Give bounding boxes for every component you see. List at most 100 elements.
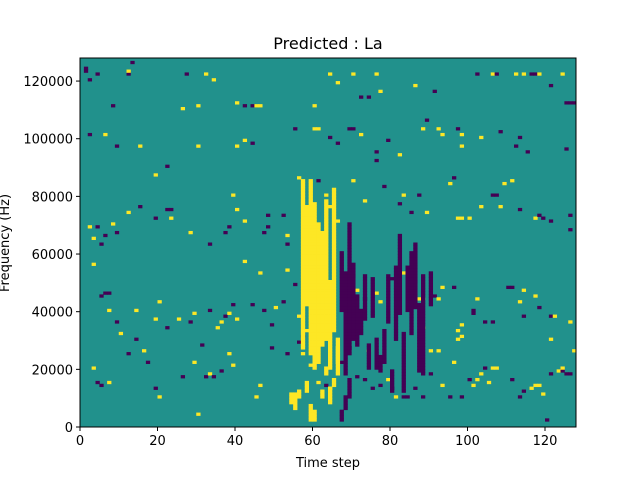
heatmap-cell — [300, 314, 306, 318]
heatmap-cell — [328, 337, 333, 341]
heatmap-cell — [378, 363, 383, 367]
heatmap-cell — [343, 317, 348, 321]
heatmap-cell — [308, 337, 313, 341]
heatmap-cell — [339, 291, 344, 295]
heatmap-cell — [300, 331, 306, 336]
heatmap-cell — [87, 132, 93, 137]
heatmap-cell — [409, 288, 414, 292]
heatmap-cell — [304, 303, 310, 307]
heatmap-cell — [401, 383, 406, 388]
heatmap-cell — [300, 179, 306, 183]
heatmap-cell — [413, 300, 418, 304]
heatmap-cell — [153, 386, 158, 390]
heatmap-cell — [312, 314, 317, 318]
heatmap-cell — [405, 271, 410, 275]
heatmap-cell — [347, 377, 352, 382]
heatmap-cell — [343, 340, 348, 344]
heatmap-cell — [378, 357, 383, 362]
heatmap-cell — [386, 317, 391, 321]
heatmap-cell — [397, 268, 403, 272]
heatmap-cell — [393, 294, 399, 298]
heatmap-cell — [521, 314, 527, 318]
heatmap-cell — [316, 308, 321, 313]
heatmap-cell — [324, 308, 329, 313]
heatmap-cell — [312, 274, 317, 278]
heatmap-cell — [440, 285, 445, 290]
heatmap-cell — [304, 383, 310, 388]
heatmap-cell — [328, 288, 333, 292]
heatmap-cell — [537, 383, 542, 388]
heatmap-cell — [370, 288, 375, 292]
heatmap-cell — [331, 297, 337, 301]
heatmap-cell — [304, 271, 310, 275]
heatmap-cell — [517, 300, 523, 304]
heatmap-cell — [362, 285, 368, 290]
heatmap-cell — [347, 245, 352, 249]
heatmap-cell — [471, 383, 476, 388]
heatmap-cell — [312, 216, 317, 220]
heatmap-cell — [409, 291, 414, 295]
heatmap-cell — [409, 251, 414, 255]
heatmap-cell — [393, 331, 399, 336]
heatmap-cell — [366, 95, 372, 99]
heatmap-cell — [382, 334, 387, 339]
heatmap-cell — [459, 144, 465, 148]
heatmap-cell — [316, 349, 321, 353]
heatmap-cell — [312, 334, 317, 339]
heatmap-cell — [308, 236, 313, 241]
heatmap-cell — [355, 288, 360, 292]
heatmap-cell — [521, 389, 527, 393]
heatmap-cell — [196, 412, 201, 416]
heatmap-cell — [355, 303, 360, 307]
heatmap-cell — [351, 277, 356, 281]
heatmap-cell — [362, 311, 368, 315]
heatmap-cell — [401, 271, 406, 275]
heatmap-cell — [517, 395, 523, 399]
y-tick-label: 60000 — [32, 248, 73, 263]
heatmap-cell — [331, 265, 337, 269]
heatmap-cell — [328, 331, 333, 336]
heatmap-cell — [316, 303, 321, 307]
heatmap-cell — [413, 245, 418, 249]
heatmap-cell — [176, 317, 182, 321]
heatmap-cell — [207, 372, 213, 376]
heatmap-cell — [215, 326, 220, 330]
heatmap-cell — [300, 271, 306, 275]
heatmap-cell — [351, 308, 356, 313]
heatmap-cell — [304, 213, 310, 217]
heatmap-cell — [417, 331, 422, 336]
heatmap-cell — [506, 285, 511, 290]
heatmap-cell — [285, 242, 290, 246]
heatmap-cell — [312, 213, 317, 217]
heatmap-cell — [153, 173, 158, 177]
heatmap-cell — [366, 352, 372, 356]
heatmap-cell — [343, 406, 348, 411]
heatmap-cell — [366, 354, 372, 359]
heatmap-cell — [300, 251, 306, 255]
heatmap-cell — [529, 72, 534, 76]
heatmap-cell — [316, 256, 321, 261]
heatmap-cell — [339, 259, 344, 264]
heatmap-cell — [421, 334, 426, 339]
heatmap-cell — [428, 271, 434, 275]
heatmap-cell — [560, 369, 565, 373]
x-axis: 0 20 40 60 80 100 120 — [76, 427, 557, 449]
heatmap-cell — [343, 363, 348, 367]
heatmap-cell — [347, 395, 352, 399]
heatmap-cell — [308, 415, 313, 419]
heatmap-cell — [351, 314, 356, 318]
heatmap-cell — [370, 300, 375, 304]
heatmap-cell — [312, 294, 317, 298]
heatmap-cell — [308, 282, 313, 287]
heatmap-cell — [428, 279, 434, 284]
heatmap-cell — [405, 303, 410, 307]
heatmap-cell — [308, 340, 313, 344]
heatmap-cell — [126, 352, 131, 356]
heatmap-cell — [331, 225, 337, 229]
heatmap-cell — [312, 236, 317, 241]
x-tick-label: 100 — [455, 434, 480, 449]
heatmap-cell — [231, 193, 236, 197]
heatmap-cell — [308, 403, 313, 408]
heatmap-cell — [324, 326, 329, 330]
heatmap-cell — [331, 239, 337, 243]
